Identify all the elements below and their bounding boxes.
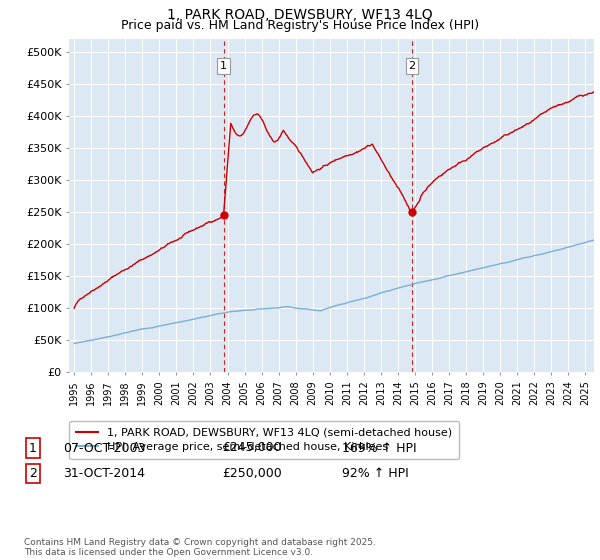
Text: 31-OCT-2014: 31-OCT-2014 xyxy=(63,466,145,480)
Legend: 1, PARK ROAD, DEWSBURY, WF13 4LQ (semi-detached house), HPI: Average price, semi: 1, PARK ROAD, DEWSBURY, WF13 4LQ (semi-d… xyxy=(70,421,459,459)
Text: 2: 2 xyxy=(29,466,37,480)
Text: 92% ↑ HPI: 92% ↑ HPI xyxy=(342,466,409,480)
Text: £245,000: £245,000 xyxy=(222,441,281,455)
Text: 2: 2 xyxy=(409,61,416,71)
Text: Price paid vs. HM Land Registry's House Price Index (HPI): Price paid vs. HM Land Registry's House … xyxy=(121,19,479,32)
Text: 07-OCT-2003: 07-OCT-2003 xyxy=(63,441,145,455)
Text: 1: 1 xyxy=(220,61,227,71)
Text: 169% ↑ HPI: 169% ↑ HPI xyxy=(342,441,416,455)
Text: 1, PARK ROAD, DEWSBURY, WF13 4LQ: 1, PARK ROAD, DEWSBURY, WF13 4LQ xyxy=(167,8,433,22)
Text: 1: 1 xyxy=(29,441,37,455)
Text: Contains HM Land Registry data © Crown copyright and database right 2025.
This d: Contains HM Land Registry data © Crown c… xyxy=(24,538,376,557)
Text: £250,000: £250,000 xyxy=(222,466,282,480)
